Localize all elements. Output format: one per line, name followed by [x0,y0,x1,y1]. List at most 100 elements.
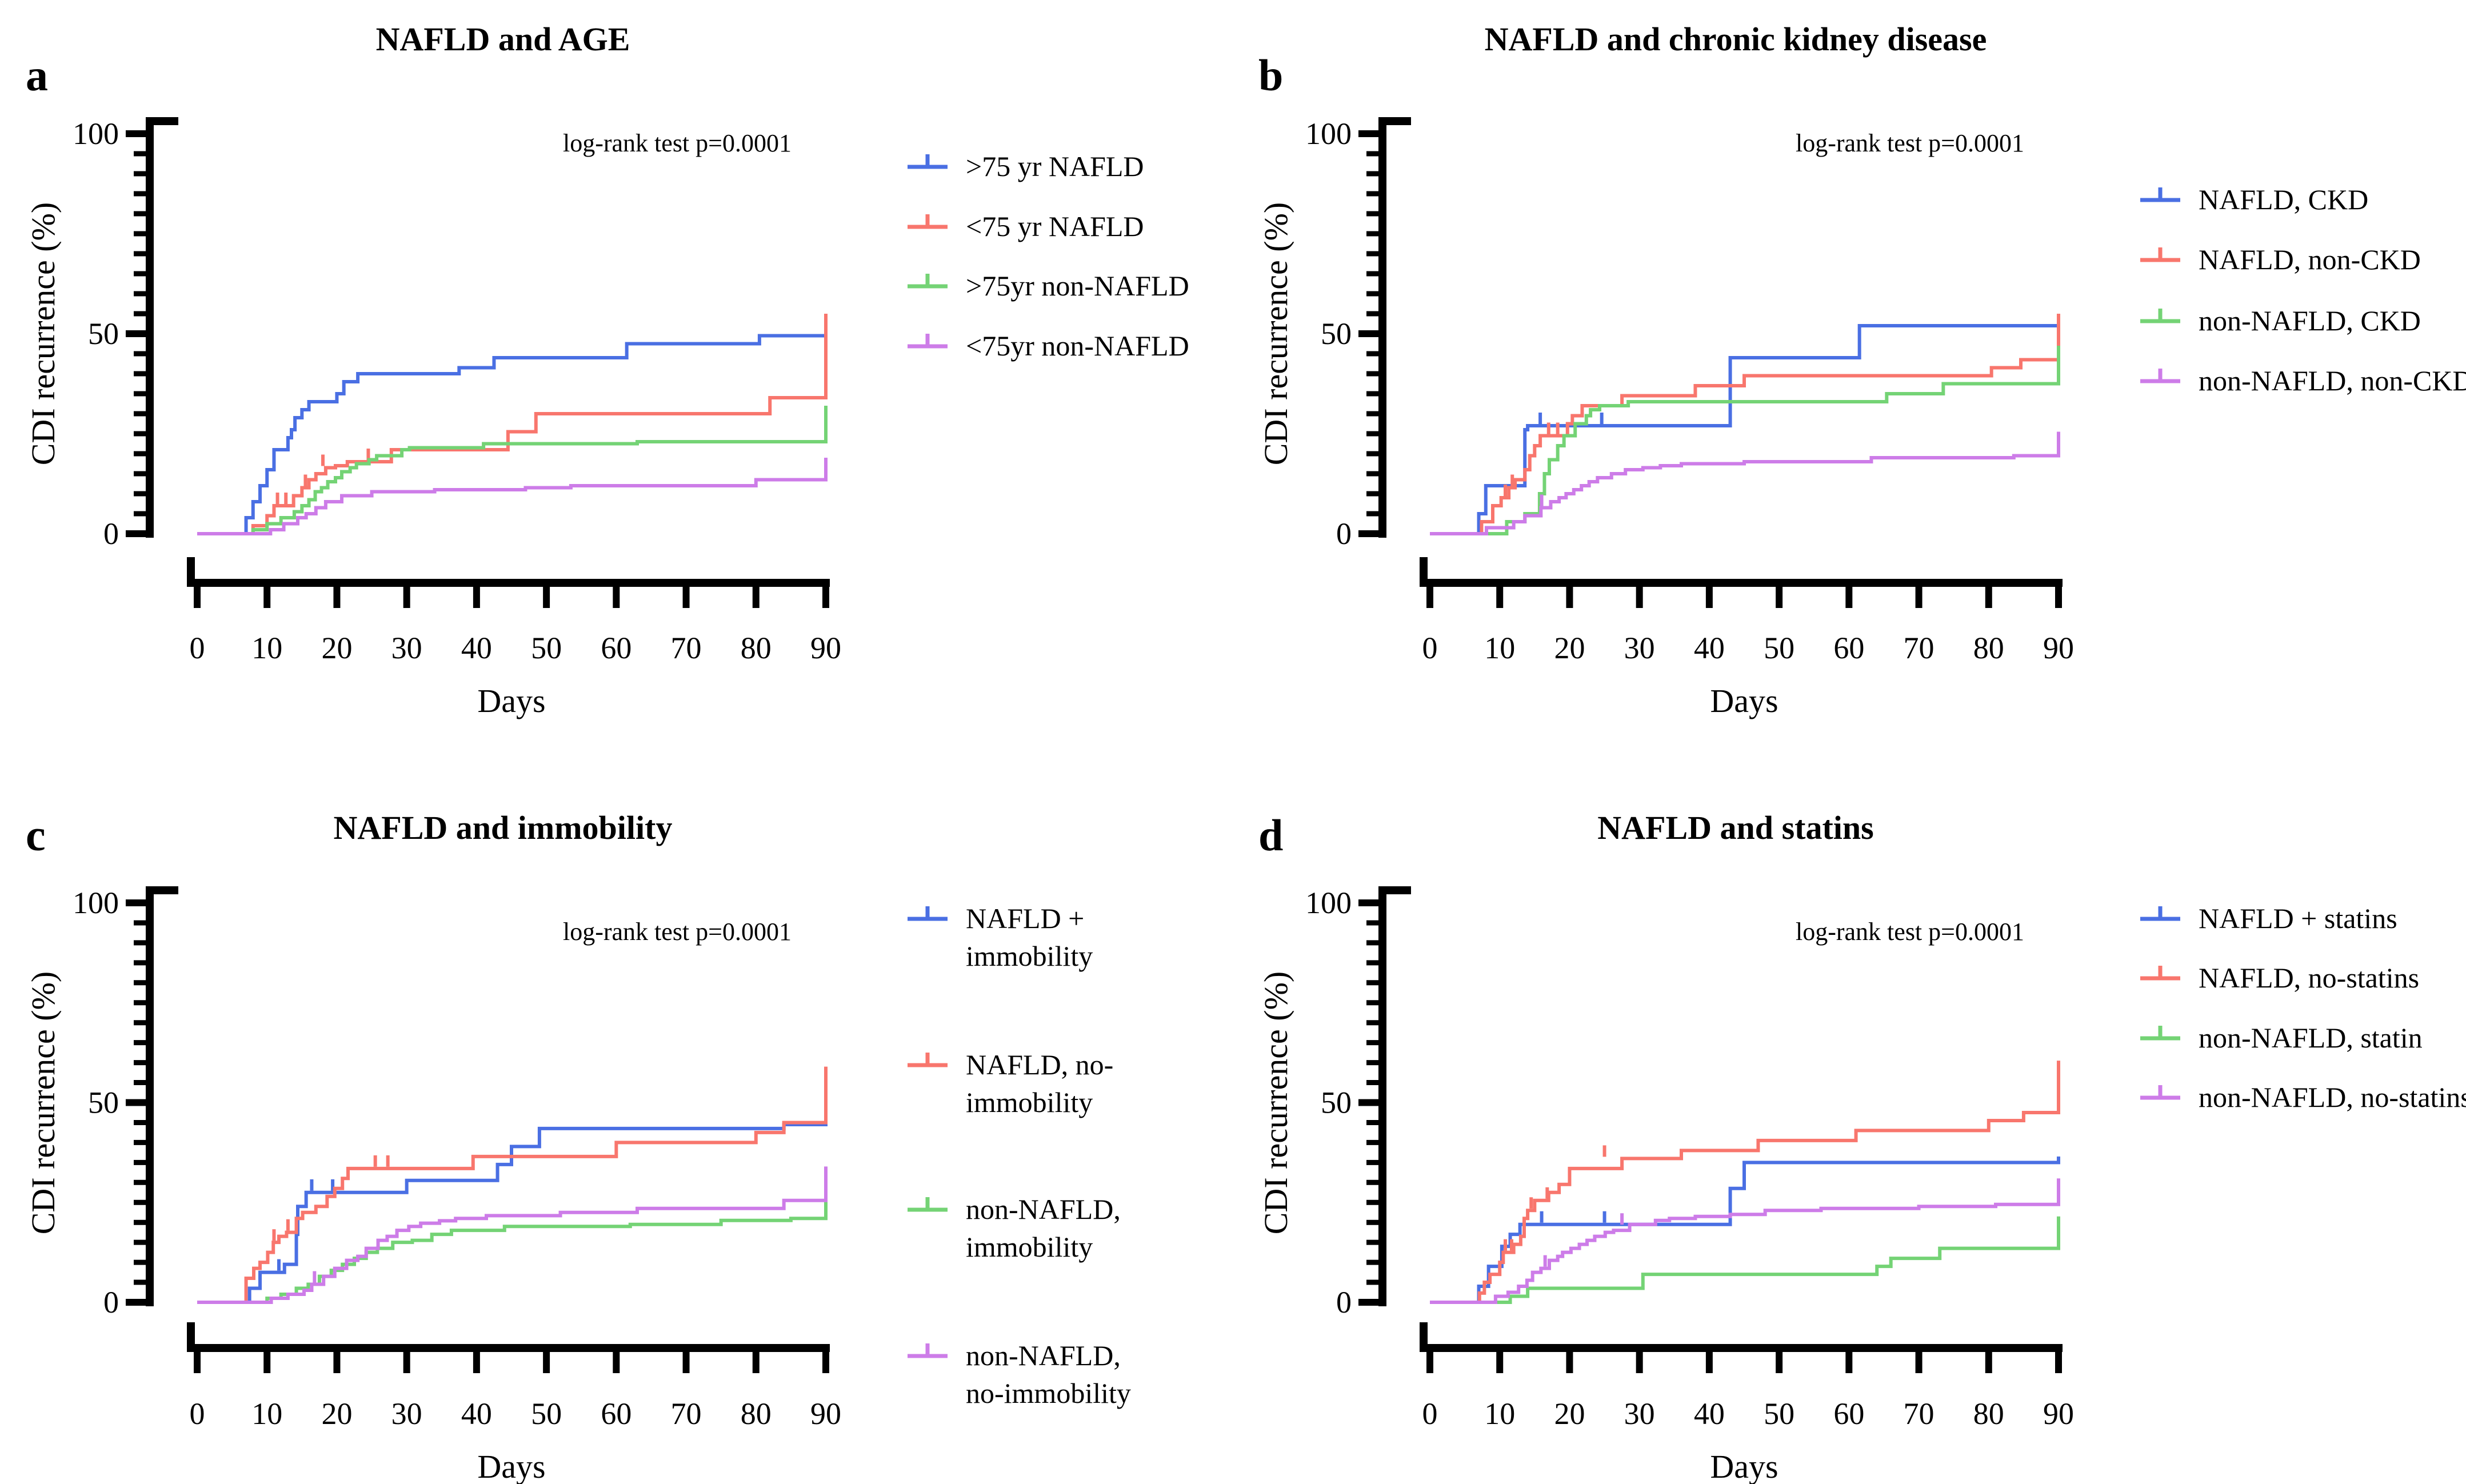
x-tick-label: 10 [1484,1397,1515,1431]
y-axis-title: CDI recurrence (%) [25,971,62,1235]
panel-title: NAFLD and statins [1597,809,1873,846]
legend-label: immobility [966,940,1093,972]
panel-letter: a [26,50,48,100]
legend-label: immobility [966,1086,1093,1118]
x-tick-label: 40 [461,1397,492,1431]
y-tick-label: 0 [1336,1285,1352,1319]
x-axis-title: Days [477,682,545,719]
x-tick-label: 80 [1973,1397,2004,1431]
y-axis-title: CDI recurrence (%) [25,202,62,466]
x-tick-label: 10 [1484,631,1515,665]
panel-a-chart: a NAFLD and AGE log-rank test p=0.0001 0 50 1… [25,21,1189,719]
x-tick-label: 20 [1554,631,1585,665]
series-curve-red [1430,1061,2060,1304]
panel-title: NAFLD and AGE [376,21,630,58]
legend-label: NAFLD, no- [966,1049,1113,1081]
x-tick-label: 20 [321,631,352,665]
series-curve-purple [197,458,828,535]
x-tick-label: 90 [2043,1397,2074,1431]
series-curve-blue [197,1106,828,1304]
x-tick-label: 80 [741,1397,772,1431]
log-rank-annotation: log-rank test p=0.0001 [563,918,792,946]
y-tick-label: 0 [103,1285,119,1319]
x-tick-label: 0 [1422,631,1438,665]
series-curve-purple [1430,431,2060,535]
series-curve-green [1430,1216,2060,1304]
y-tick-label: 100 [1305,886,1352,920]
x-axis-title: Days [1710,1448,1778,1484]
panel-letter: d [1258,810,1283,860]
y-tick-label: 50 [1321,317,1352,351]
y-tick-label: 0 [103,517,119,551]
x-tick-label: 70 [1904,1397,1935,1431]
legend-label: >75 yr NAFLD [966,150,1144,182]
y-axis-title: CDI recurrence (%) [1257,971,1294,1235]
x-tick-label: 60 [1833,631,1864,665]
x-tick-label: 40 [461,631,492,665]
log-rank-annotation: log-rank test p=0.0001 [1796,129,2024,157]
x-tick-label: 50 [531,1397,562,1431]
series-curve-blue [197,319,828,535]
series-curve-red [197,1066,828,1304]
x-axis-title: Days [477,1448,545,1484]
legend-label: immobility [966,1231,1093,1263]
legend-label: non-NAFLD, CKD [2199,305,2421,337]
x-tick-label: 50 [531,631,562,665]
panel-title: NAFLD and chronic kidney disease [1485,21,1987,58]
legend-label: no-immobility [966,1377,1131,1409]
legend-label: >75yr non-NAFLD [966,270,1189,302]
x-tick-label: 30 [1624,631,1655,665]
panel-d-chart: d NAFLD and statins log-rank test p=0.0001… [1257,809,2466,1484]
x-tick-label: 30 [391,631,422,665]
log-rank-annotation: log-rank test p=0.0001 [1796,918,2024,946]
y-tick-label: 100 [73,886,119,920]
x-tick-label: 0 [190,1397,205,1431]
x-tick-label: 0 [190,631,205,665]
x-tick-label: 50 [1764,631,1794,665]
x-tick-label: 20 [1554,1397,1585,1431]
series-curve-blue [1430,318,2060,535]
log-rank-annotation: log-rank test p=0.0001 [563,129,792,157]
y-tick-label: 50 [1321,1086,1352,1120]
panel-letter: b [1258,50,1283,100]
x-tick-label: 70 [671,631,702,665]
series-curve-green [197,406,828,535]
x-tick-label: 90 [810,1397,841,1431]
legend-label: NAFLD + statins [2199,902,2397,934]
legend-label: <75 yr NAFLD [966,210,1144,242]
legend-label: NAFLD, no-statins [2199,962,2419,994]
panel-b-chart: b NAFLD and chronic kidney disease log-ran… [1257,21,2466,719]
x-tick-label: 70 [1904,631,1935,665]
x-tick-label: 60 [601,1397,632,1431]
legend-label: NAFLD, CKD [2199,183,2368,215]
x-tick-label: 20 [321,1397,352,1431]
x-tick-label: 60 [601,631,632,665]
x-tick-label: 60 [1833,1397,1864,1431]
y-tick-label: 0 [1336,517,1352,551]
x-tick-label: 10 [251,631,282,665]
y-tick-label: 50 [88,317,119,351]
legend-label: non-NAFLD, statin [2199,1022,2423,1054]
series-curve-purple [197,1166,828,1304]
panel-letter: c [26,810,46,860]
legend-label: NAFLD + [966,902,1084,934]
legend-label: <75yr non-NAFLD [966,330,1189,362]
series-curve-green [197,1194,828,1304]
legend-label: non-NAFLD, non-CKD [2199,365,2466,397]
panel-c-chart: c NAFLD and immobility log-rank test p=0.0… [25,809,1131,1484]
legend-label: NAFLD, non-CKD [2199,243,2421,275]
y-axis-title: CDI recurrence (%) [1257,202,1294,466]
y-tick-label: 100 [73,117,119,151]
series-curve-purple [1430,1178,2060,1304]
x-tick-label: 40 [1694,1397,1725,1431]
series-curve-red [1430,314,2060,535]
y-tick-label: 50 [88,1086,119,1120]
x-tick-label: 70 [671,1397,702,1431]
x-tick-label: 0 [1422,1397,1438,1431]
x-tick-label: 80 [1973,631,2004,665]
x-tick-label: 40 [1694,631,1725,665]
x-tick-label: 90 [810,631,841,665]
x-tick-label: 30 [391,1397,422,1431]
x-tick-label: 80 [741,631,772,665]
